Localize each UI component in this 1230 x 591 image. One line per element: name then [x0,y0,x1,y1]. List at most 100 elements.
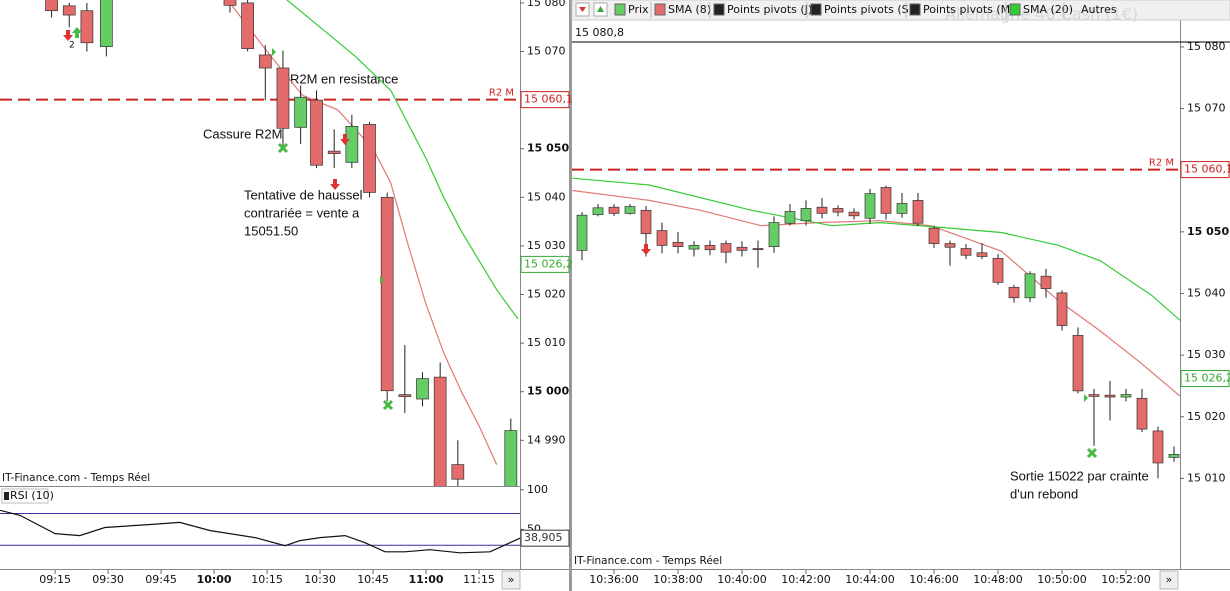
candle-body [576,214,588,251]
sma-line [572,189,1180,397]
y-tick-label: 15 080 [527,0,566,9]
candle-body [864,193,876,219]
price-label-box [1180,370,1230,388]
price-label: 15 060,1 [524,93,573,106]
candle-body [1120,394,1132,398]
candle-body [960,248,972,256]
scroll-button-label[interactable]: » [1166,573,1173,586]
signal-triangle [380,276,384,284]
price-label-box [520,529,570,547]
candle-body [896,203,908,214]
plot-area [0,0,520,486]
candle-body [363,124,376,193]
sma-line [286,0,519,320]
candle-body [451,464,465,480]
candle-body [241,2,254,49]
annotation: contrariée = vente a [244,205,360,220]
toolbar-item[interactable]: Points pivots (M) [923,3,1014,16]
toolbar-icon [654,3,666,16]
candle-body [1136,397,1148,430]
price-label: 15 026,2 [524,257,573,270]
toolbar-icon [579,7,586,12]
x-tick-label: 10:45 [357,573,389,586]
sell-arrow [340,134,350,145]
scroll-button[interactable] [1159,570,1179,590]
candle-body [976,252,988,257]
y-tick-label: 15 040 [527,190,566,203]
toolbar-item[interactable]: Autres [1081,3,1117,16]
source-label: IT-Finance.com - Temps Réel [2,472,150,484]
annotation: Sortie 15022 par crainte [1010,468,1149,483]
x-tick-label: 09:30 [92,573,124,586]
candle-body [1152,430,1164,464]
scroll-button-label[interactable]: » [508,573,515,586]
candle-body [1168,454,1180,458]
toolbar-items: Prix SMA (8) Points pivots (J) Points pivot… [575,2,1117,18]
sell-arrow [63,30,73,41]
candle-body [1056,292,1068,326]
candle-body [768,222,780,247]
signal-triangle [272,48,276,56]
candle-body [1072,335,1084,392]
candle-body [656,230,668,246]
candle-body [45,0,58,12]
y-tick-label: 15 020 [527,288,566,301]
toolbar-item[interactable]: Points pivots (S) [824,3,913,16]
candle-body [784,211,796,224]
candle-body [912,200,924,224]
candle-body [276,67,290,129]
candle-body [433,376,447,486]
y-tick-label: 15 010 [527,336,566,349]
scroll-button[interactable] [501,570,521,590]
candle-body [310,99,323,166]
toolbar-icon [909,3,921,16]
level-label: R2 M [1149,158,1174,169]
candle-body [1104,394,1116,398]
candle-body [1008,286,1020,299]
candle-body [704,245,716,251]
candle-body [944,243,956,248]
x-tick-label: 09:15 [39,573,71,586]
candle-body [640,209,652,235]
candle-body [608,206,620,214]
y-tick-label: 15 000 [527,385,569,398]
rsi-title: RSI (10) [10,489,54,502]
sell-arrow [641,244,651,255]
annotation: 15051.50 [244,223,298,238]
y-tick-label: 15 070 [1187,102,1226,115]
x-tick-label: 10:30 [304,573,336,586]
x-tick-label: 10:44:00 [845,573,894,586]
toolbar-item[interactable]: Prix [628,3,649,16]
exit-cross [277,142,289,154]
candle-body [99,0,113,48]
x-tick-label: 10:50:00 [1037,573,1086,586]
x-tick-label: 10:40:00 [717,573,766,586]
y-tick-label: 14 990 [527,433,566,446]
candle-body [1040,275,1052,289]
annotation: d'un rebond [1010,486,1078,501]
y-tick-label: 15 050 [1187,225,1229,238]
toolbar [571,0,1230,21]
candle-body [327,150,341,154]
toolbar-icon [810,3,822,16]
price-label-box [520,255,570,273]
price-label: 38,905 [524,531,563,544]
y-tick-label: 15 080 [1187,40,1226,53]
toolbar-icon [713,3,725,16]
candle-body [416,378,429,400]
toolbar-item[interactable]: Points pivots (J) [727,3,812,16]
annotation: 2 [69,41,75,51]
candle-body [258,54,272,69]
panel-divider [569,0,572,591]
level-label: R2 M [489,88,514,99]
toolbar-item[interactable]: SMA (20) [1023,3,1073,16]
toolbar-item[interactable]: SMA (8) [668,3,711,16]
y-tick-label: 15 050 [527,142,569,155]
price-label: 15 060,1 [1184,163,1230,176]
rsi-line [0,509,520,554]
candle-body [1088,394,1100,397]
candle-body [398,394,412,397]
signal-triangle [1084,394,1088,402]
candle-body [504,430,518,486]
